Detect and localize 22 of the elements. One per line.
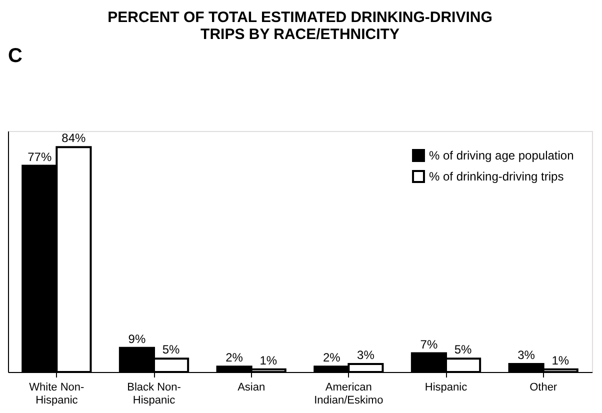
data-label: 77% (28, 150, 52, 164)
data-label: 1% (552, 353, 570, 368)
x-tick-label: Hispanic (424, 382, 468, 394)
data-label: 5% (454, 342, 472, 357)
data-label: 2% (322, 350, 341, 365)
x-tick-label: American Indian/Eskimo (314, 382, 384, 406)
x-tick-label: Other (530, 382, 558, 394)
text: C (8, 45, 22, 67)
data-label: 9% (128, 332, 146, 346)
data-label: 2% (226, 350, 244, 365)
data-label: 3% (518, 348, 536, 362)
data-label: 3% (357, 348, 375, 362)
data-label: 84% (62, 131, 86, 146)
x-tick-label: Black Non- Hispanic (127, 382, 182, 406)
legend-label: % of driving age population (429, 148, 574, 162)
data-label: 7% (420, 337, 438, 352)
legend-label: % of drinking-driving trips (429, 170, 564, 184)
chart-title: PERCENT OF TOTAL ESTIMATED DRINKING-DRIVING TRIPS BY RACE/ETHNICITY (108, 9, 492, 43)
data-label: 5% (162, 342, 180, 357)
x-tick-label: Asian (238, 382, 266, 394)
data-label: 1% (260, 353, 278, 368)
x-tick-label: White Non- Hispanic (29, 382, 85, 406)
